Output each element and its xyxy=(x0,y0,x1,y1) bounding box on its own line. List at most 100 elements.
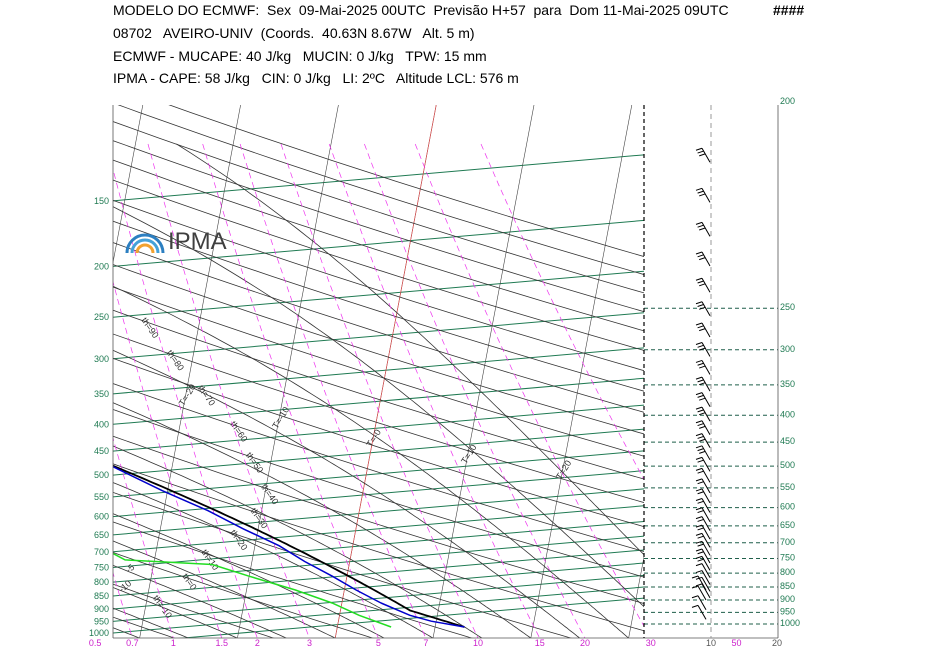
mixing-ratio-tick-label: 10 xyxy=(473,638,483,648)
wind-barb-feather xyxy=(697,379,704,383)
mixing-ratio-line xyxy=(328,143,541,638)
wind-barb-staff xyxy=(697,585,707,601)
wind-barb-feather xyxy=(697,304,704,308)
isotherm-line xyxy=(922,52,940,641)
wind-barb-staff xyxy=(701,556,711,571)
pressure-label-left: 150 xyxy=(94,196,109,206)
wind-barb-feather xyxy=(695,570,703,574)
wind-barb-staff xyxy=(701,541,711,556)
wind-barb xyxy=(695,147,711,163)
isobar-line xyxy=(113,505,644,553)
wind-barb xyxy=(695,532,711,548)
wind-barb xyxy=(695,342,711,357)
wind-barb xyxy=(691,575,707,591)
dry-adiabat-line xyxy=(113,463,644,632)
wind-barb-feather xyxy=(695,433,703,437)
wind-barb xyxy=(691,604,707,620)
wind-barb xyxy=(695,507,711,523)
wind-barb-feather xyxy=(699,328,706,332)
wind-barb-staff xyxy=(701,570,711,585)
isotherm-line xyxy=(824,52,936,641)
wind-barb xyxy=(695,187,711,203)
dry-adiabat-line xyxy=(113,264,644,435)
wind-barb-feather xyxy=(697,344,704,348)
pressure-label-right: 250 xyxy=(780,302,795,312)
wind-barb-feather xyxy=(697,470,704,474)
dry-adiabat-line xyxy=(113,521,473,638)
header-line-ecmwf: ECMWF - MUCAPE: 40 J/kg MUCIN: 0 J/kg TP… xyxy=(113,48,487,64)
pressure-label-left: 600 xyxy=(94,512,109,522)
wind-barb-staff xyxy=(701,376,711,392)
pressure-label-right: 1000 xyxy=(780,618,800,628)
wind-barb-feather xyxy=(699,412,706,416)
wind-barb-feather xyxy=(691,585,699,589)
isotherm-line xyxy=(139,105,241,638)
wind-barb-staff xyxy=(701,457,711,472)
header-line-ipma: IPMA - CAPE: 58 J/kg CIN: 0 J/kg LI: 2ºC… xyxy=(113,70,519,86)
mixing-ratio-line xyxy=(0,144,96,640)
wind-barb-feather xyxy=(695,555,703,559)
wind-barb-feather xyxy=(699,257,706,261)
wind-barb-feather xyxy=(695,540,703,544)
dry-adiabat-line xyxy=(113,552,374,638)
wind-barb xyxy=(695,221,711,237)
isobar-line xyxy=(113,520,644,568)
isobar-line xyxy=(113,428,644,476)
mixing-ratio-tick-label: 15 xyxy=(535,638,545,648)
wind-barb xyxy=(695,488,711,504)
wind-barb-feather xyxy=(695,420,703,424)
dry-adiabat-line xyxy=(113,333,644,503)
isobar-line xyxy=(113,535,644,583)
wind-barb xyxy=(695,548,711,564)
isobar-line xyxy=(113,270,644,318)
dry-adiabat-line xyxy=(113,220,644,392)
pressure-label-right: 600 xyxy=(780,502,795,512)
pressure-label-left: 400 xyxy=(94,419,109,429)
wind-barb-feather xyxy=(697,190,704,194)
pressure-label-right: 200 xyxy=(780,96,795,106)
mixing-ratio-tick-label: 3 xyxy=(307,638,312,648)
wind-barb-staff xyxy=(701,322,711,338)
mixing-ratio-tick-label: 1 xyxy=(171,638,176,648)
pressure-label-right: 550 xyxy=(780,482,795,492)
wind-barb xyxy=(695,563,711,578)
header-mark: #### xyxy=(773,2,805,18)
dry-adiabat-label: th=70 xyxy=(196,383,217,407)
wind-barb-feather xyxy=(695,532,703,536)
wind-barb-feather xyxy=(699,227,706,231)
wind-barb-feather xyxy=(697,459,704,463)
wind-barb-feather xyxy=(695,467,703,471)
wind-barb-staff xyxy=(701,277,711,293)
wind-barb xyxy=(695,467,711,483)
wind-barb-feather xyxy=(697,500,704,504)
wind-barb-feather xyxy=(695,342,703,345)
pressure-label-right: 500 xyxy=(780,460,795,470)
wind-barb xyxy=(695,433,711,448)
wind-barb-staff xyxy=(701,222,711,237)
pressure-label-right: 850 xyxy=(780,581,795,591)
dry-adiabat-line xyxy=(113,357,644,528)
wind-barb-feather xyxy=(699,306,706,310)
mixing-ratio-tick-label: 2 xyxy=(255,638,260,648)
wind-barb-staff xyxy=(701,360,711,375)
moist-adiabat-line xyxy=(113,206,644,608)
wind-barb-feather xyxy=(695,516,703,520)
wind-barb-staff xyxy=(697,605,707,620)
wind-barb-feather xyxy=(697,551,704,555)
wind-barb xyxy=(695,445,711,461)
pressure-label-left: 500 xyxy=(94,470,109,480)
parcel-path-line xyxy=(113,464,465,628)
wind-barb-staff xyxy=(701,498,711,513)
mixing-ratio-tick-label: 30 xyxy=(646,638,656,648)
pressure-label-left: 350 xyxy=(94,389,109,399)
wind-barb-staff xyxy=(701,188,711,203)
mixing-ratio-line xyxy=(113,571,133,638)
wind-barb-feather xyxy=(695,456,703,460)
wind-barb-feather xyxy=(699,397,706,401)
mixing-ratio-tick-label: 0.5 xyxy=(89,638,102,648)
wind-barb-feather xyxy=(699,438,706,442)
mixing-ratio-line xyxy=(202,143,379,638)
wind-barb-staff xyxy=(701,524,711,540)
wind-barb-feather xyxy=(695,392,703,396)
wind-barb-feather xyxy=(695,187,703,191)
